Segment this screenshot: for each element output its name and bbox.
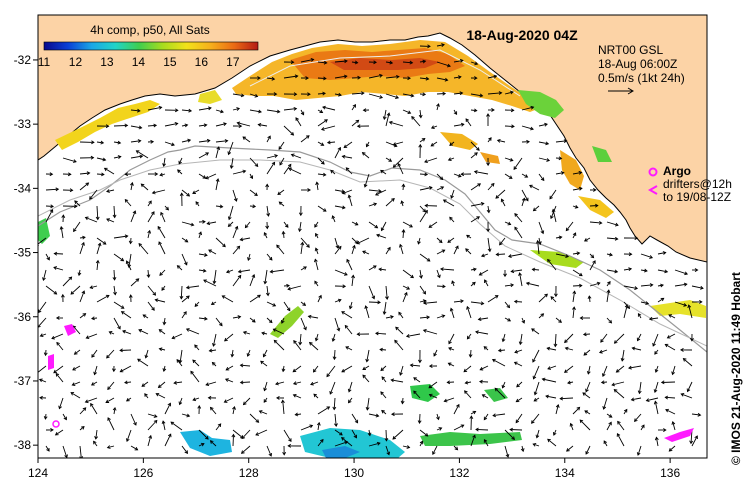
y-axis: -32 -33 -34 -35 -36 -37 -38: [14, 53, 38, 452]
x-tick-label: 128: [239, 466, 259, 480]
legend-time: 18-Aug 06:00Z: [598, 57, 677, 71]
x-axis: 124 126 128 130 132 134 136: [28, 458, 680, 480]
imos-credit: © IMOS 21-Aug-2020 11:49 Hobart: [729, 272, 743, 465]
x-tick-label: 124: [28, 466, 48, 480]
x-tick-label: 134: [555, 466, 575, 480]
argo-line1: drifters@12h: [663, 177, 732, 191]
colorbar-tick-label: 15: [163, 55, 177, 69]
colorbar-tick-label: 17: [226, 55, 240, 69]
colorbar-tick-label: 12: [69, 55, 83, 69]
y-tick-label: -36: [14, 310, 32, 324]
x-tick-label: 126: [133, 466, 153, 480]
legend-scale: 0.5m/s (1kt 24h): [598, 71, 685, 85]
map-title: 18-Aug-2020 04Z: [466, 27, 578, 43]
x-tick-label: 132: [449, 466, 469, 480]
colorbar-tick-label: 11: [38, 55, 51, 69]
argo-title: Argo: [663, 164, 691, 178]
x-tick-label: 130: [344, 466, 364, 480]
colorbar-tick-label: 13: [100, 55, 114, 69]
y-tick-label: -32: [14, 53, 32, 67]
legend-product: NRT00 GSL: [598, 43, 663, 57]
colorbar-title: 4h comp, p50, All Sats: [90, 23, 209, 37]
y-tick-label: -35: [14, 246, 32, 260]
y-tick-label: -34: [14, 181, 32, 195]
x-tick-label: 136: [660, 466, 680, 480]
y-tick-label: -37: [14, 374, 32, 388]
colorbar-tick-label: 16: [195, 55, 209, 69]
y-tick-label: -38: [14, 438, 32, 452]
argo-track-2: [48, 354, 54, 370]
argo-line2: to 19/08-12Z: [663, 190, 731, 204]
colorbar-tick-label: 14: [132, 55, 146, 69]
y-tick-label: -33: [14, 117, 32, 131]
colorbar-gradient: [44, 42, 258, 50]
